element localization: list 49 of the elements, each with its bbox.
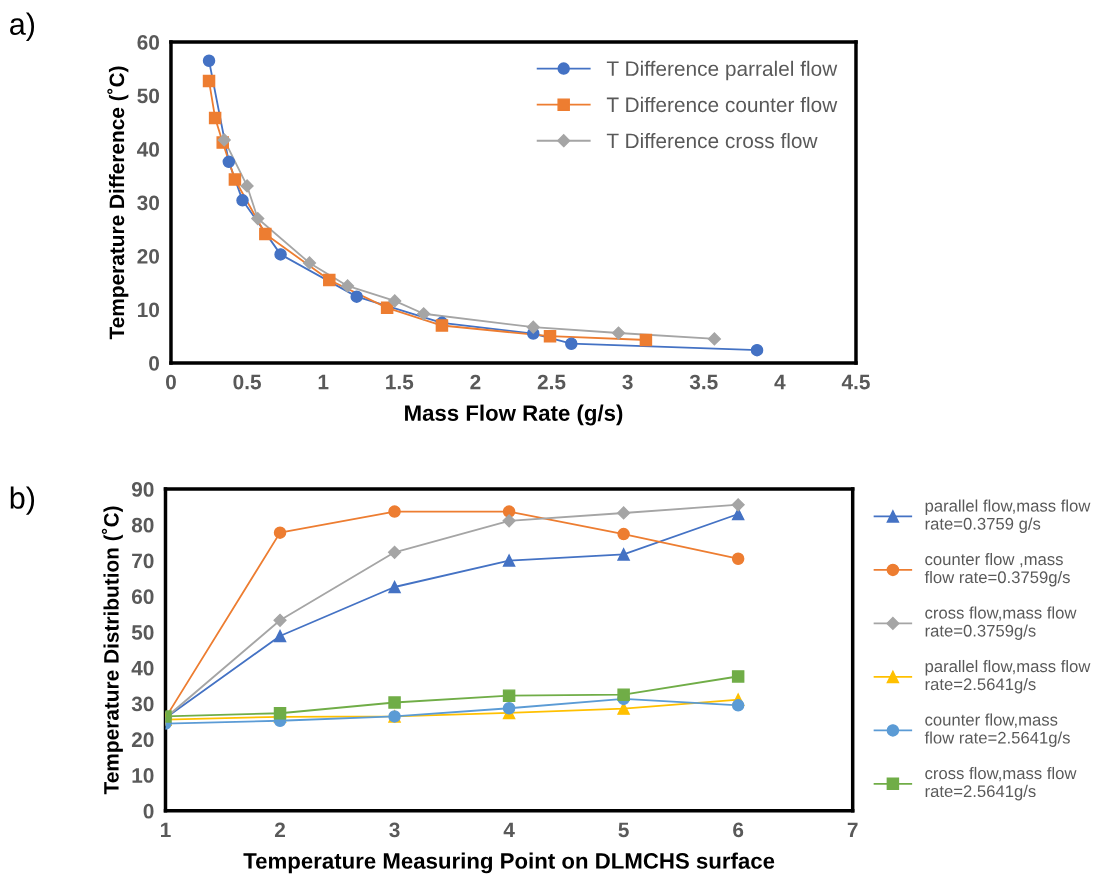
legend-label: cross flow,mass flow rate=2.5641g/s [925,766,1077,801]
y-tick-label: 50 [131,625,154,640]
x-tick-label: 2.5 [537,374,566,390]
x-tick-label: 5 [618,822,629,838]
x-tick-label: 3 [622,374,633,390]
legend-label: T Difference parralel flow [606,60,838,81]
y-tick-label: 0 [149,355,160,371]
y-tick-label: 40 [131,660,154,676]
x-tick-label: 1.5 [386,374,414,390]
y-axis-title: Temperature Difference (˚C) [107,66,129,340]
x-tick-label: 4 [503,822,515,838]
x-tick-label: 4.5 [841,374,870,390]
legend-label: cross flow,mass flow rate=0.3759g/s [925,606,1077,640]
x-tick-label: 0.5 [233,374,261,390]
y-tick-label: 40 [137,142,160,157]
legend-label: parallel flow,mass flow rate=2.5641g/s [925,659,1091,694]
y-axis-title: Temperature Distribution (˚C) [101,506,123,795]
x-tick-label: 2 [470,374,481,390]
x-tick-label: 1 [318,374,329,390]
y-tick-label: 20 [131,732,154,748]
legend-label: counter flow ,mass flow rate=0.3759g/s [924,552,1070,587]
y-tick-label: 50 [137,88,160,104]
x-tick-label: 6 [733,822,744,838]
y-tick-label: 10 [132,768,154,783]
x-axis-title: Mass Flow Rate (g/s) [405,404,623,426]
y-tick-label: 30 [137,195,160,211]
y-tick-label: 30 [131,696,154,712]
x-tick-label: 7 [847,822,858,838]
x-tick-label: 2 [274,822,285,838]
y-tick-label: 20 [137,248,160,264]
y-tick-label: 0 [143,803,154,819]
y-tick-label: 80 [131,517,154,533]
x-tick-label: 1 [161,822,171,838]
x-axis-title: Temperature Measuring Point on DLMCHS surface [243,852,775,874]
y-tick-label: 70 [132,553,154,569]
legend-label: T Difference counter flow [606,96,838,113]
y-tick-label: 10 [138,302,160,318]
legend-label: T Difference cross flow [606,132,818,149]
x-tick-label: 4 [774,374,786,390]
x-tick-label: 3 [389,822,400,838]
legend-label: counter flow,mass flow rate=2.5641g/s [924,713,1070,747]
x-tick-label: 3.5 [689,374,718,390]
legend-label: parallel flow,mass flow rate=0.3759 g/s [925,499,1091,533]
y-tick-label: 60 [131,589,154,605]
text: b) [10,486,35,515]
x-tick-label: 0 [166,374,176,390]
y-tick-label: 60 [137,35,160,50]
y-tick-label: 90 [131,482,154,497]
text: a) [10,12,35,42]
